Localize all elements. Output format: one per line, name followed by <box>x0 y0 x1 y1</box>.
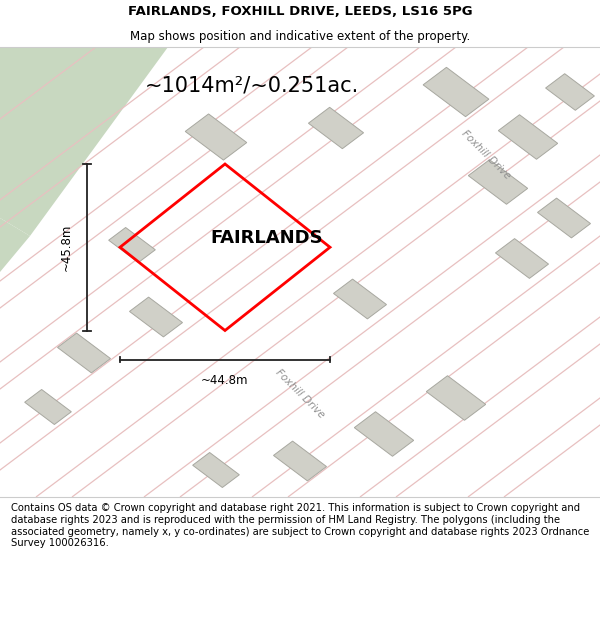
Text: Contains OS data © Crown copyright and database right 2021. This information is : Contains OS data © Crown copyright and d… <box>11 503 589 548</box>
Polygon shape <box>185 114 247 160</box>
Text: Map shows position and indicative extent of the property.: Map shows position and indicative extent… <box>130 30 470 43</box>
Text: Foxhill Drive: Foxhill Drive <box>460 129 512 181</box>
Polygon shape <box>427 376 485 420</box>
Polygon shape <box>545 74 595 110</box>
Polygon shape <box>0 47 168 236</box>
Text: Foxhill Drive: Foxhill Drive <box>274 367 326 420</box>
Polygon shape <box>423 68 489 117</box>
Polygon shape <box>25 389 71 424</box>
Polygon shape <box>109 228 155 262</box>
Polygon shape <box>308 107 364 149</box>
Polygon shape <box>274 441 326 481</box>
Polygon shape <box>499 115 557 159</box>
Polygon shape <box>193 452 239 488</box>
Text: FAIRLANDS: FAIRLANDS <box>211 229 323 248</box>
Polygon shape <box>538 198 590 238</box>
Polygon shape <box>496 239 548 278</box>
Text: ~44.8m: ~44.8m <box>201 374 249 386</box>
Polygon shape <box>0 218 30 272</box>
Polygon shape <box>334 279 386 319</box>
Text: ~45.8m: ~45.8m <box>59 224 73 271</box>
Polygon shape <box>58 333 110 373</box>
Polygon shape <box>130 297 182 337</box>
Text: ~1014m²/~0.251ac.: ~1014m²/~0.251ac. <box>145 75 359 95</box>
Polygon shape <box>355 412 413 456</box>
Text: FAIRLANDS, FOXHILL DRIVE, LEEDS, LS16 5PG: FAIRLANDS, FOXHILL DRIVE, LEEDS, LS16 5P… <box>128 5 472 18</box>
Polygon shape <box>469 160 527 204</box>
